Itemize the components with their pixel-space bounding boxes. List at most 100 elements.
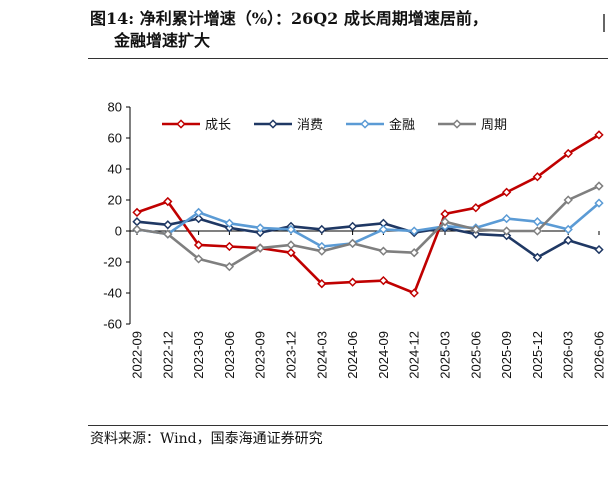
- data-point: [594, 181, 604, 191]
- series-line: [136, 202, 600, 248]
- legend-swatch-marker: [360, 119, 370, 129]
- data-point: [163, 220, 173, 230]
- legend-item: 金融: [346, 117, 415, 133]
- y-tick-label: -60: [103, 317, 122, 332]
- data-point: [132, 217, 142, 227]
- legend-swatch-marker: [452, 119, 462, 129]
- x-tick-label: 2026-06: [592, 331, 607, 379]
- x-tick-label: 2025-12: [530, 331, 545, 379]
- data-point: [132, 224, 142, 235]
- data-point: [594, 244, 604, 255]
- series-layer: [132, 130, 604, 298]
- data-point: [409, 226, 419, 236]
- source-note: 资料来源：Wind，国泰海通证券研究: [90, 431, 323, 447]
- x-tick-label: 2023-09: [253, 331, 268, 379]
- data-point: [224, 218, 235, 228]
- data-point: [563, 224, 573, 235]
- data-point: [594, 198, 604, 208]
- data-point: [347, 221, 358, 232]
- data-point: [317, 224, 327, 235]
- figure-title: 图14: 净利累计增速（%）：26Q2 成长周期增速居前， 金融增速扩大: [90, 8, 610, 52]
- y-tick-label: 80: [108, 100, 122, 115]
- adjacent-figure-fragment: [603, 14, 611, 32]
- data-point: [563, 148, 573, 159]
- data-point: [255, 243, 265, 253]
- data-point: [594, 130, 604, 140]
- y-tick-label: -40: [103, 286, 122, 301]
- x-tick-label: 2024-06: [345, 331, 360, 379]
- data-point: [532, 252, 543, 263]
- data-point: [255, 223, 265, 233]
- bottom-rule: [88, 425, 608, 426]
- y-tick-label: 60: [108, 131, 122, 146]
- data-point: [286, 240, 296, 250]
- data-point: [378, 246, 389, 256]
- data-point: [563, 235, 573, 245]
- data-point: [193, 213, 204, 224]
- series-4: [132, 181, 604, 272]
- x-tick-label: 2022-12: [160, 331, 175, 379]
- chart-axes: -60 -40 -20 0 20 40 60 80 2022-09 2022-12 2023-03 2…: [103, 100, 606, 379]
- x-tick-label: 2025-09: [499, 331, 514, 379]
- top-rule: [88, 58, 608, 59]
- x-tick-label: 2023-03: [191, 331, 206, 379]
- x-tick-label: 2025-03: [438, 331, 453, 379]
- data-point: [286, 224, 296, 235]
- data-point: [317, 246, 327, 256]
- data-point: [163, 229, 173, 239]
- legend-label: 成长: [205, 118, 231, 133]
- data-point: [317, 279, 327, 289]
- data-point: [532, 217, 543, 227]
- series-line: [136, 217, 600, 259]
- y-tick-label: 40: [108, 162, 122, 177]
- data-point: [378, 275, 389, 286]
- legend-label: 周期: [481, 118, 507, 133]
- data-point: [193, 207, 204, 218]
- series-line: [136, 184, 600, 268]
- x-tick-label: 2022-09: [130, 331, 145, 379]
- x-tick-label: 2023-06: [222, 331, 237, 379]
- data-point: [501, 213, 512, 224]
- data-point: [347, 238, 358, 249]
- x-tick-label: 2024-12: [407, 331, 422, 379]
- data-point: [440, 209, 450, 219]
- series-line: [136, 133, 600, 295]
- data-point: [471, 224, 481, 235]
- figure-title-line1: 图14: 净利累计增速（%）：26Q2 成长周期增速居前，: [90, 9, 488, 28]
- data-point: [224, 261, 235, 272]
- data-point: [193, 254, 204, 264]
- legend-swatch-marker: [176, 119, 186, 129]
- data-point: [193, 240, 204, 250]
- data-point: [132, 207, 142, 218]
- x-tick-label: 2026-03: [561, 331, 576, 379]
- legend-swatch-marker: [268, 119, 278, 129]
- data-point: [224, 241, 235, 252]
- data-point: [409, 248, 419, 258]
- y-tick-label: 0: [115, 224, 122, 239]
- data-point: [471, 203, 481, 213]
- x-tick-label: 2024-03: [314, 331, 329, 379]
- data-point: [532, 172, 543, 182]
- data-point: [286, 248, 296, 258]
- legend-label: 消费: [297, 118, 323, 133]
- y-tick-label: 20: [108, 193, 122, 208]
- data-point: [501, 226, 512, 236]
- x-tick-label: 2024-09: [376, 331, 391, 379]
- data-point: [163, 196, 173, 207]
- data-point: [378, 224, 389, 235]
- data-point: [440, 217, 450, 227]
- legend-item: 消费: [254, 118, 323, 133]
- x-tick-label: 2025-06: [468, 331, 483, 379]
- data-point: [563, 195, 573, 205]
- chart-legend: 成长 消费 金融 周期: [162, 117, 507, 133]
- figure-title-line2: 金融增速扩大: [114, 31, 211, 50]
- data-point: [347, 277, 358, 287]
- legend-label: 金融: [389, 117, 415, 133]
- data-point: [409, 288, 419, 298]
- series-1: [132, 130, 604, 298]
- data-point: [501, 187, 512, 197]
- data-point: [532, 226, 543, 236]
- legend-item: 成长: [162, 118, 231, 133]
- x-tick-label: 2023-12: [284, 331, 299, 379]
